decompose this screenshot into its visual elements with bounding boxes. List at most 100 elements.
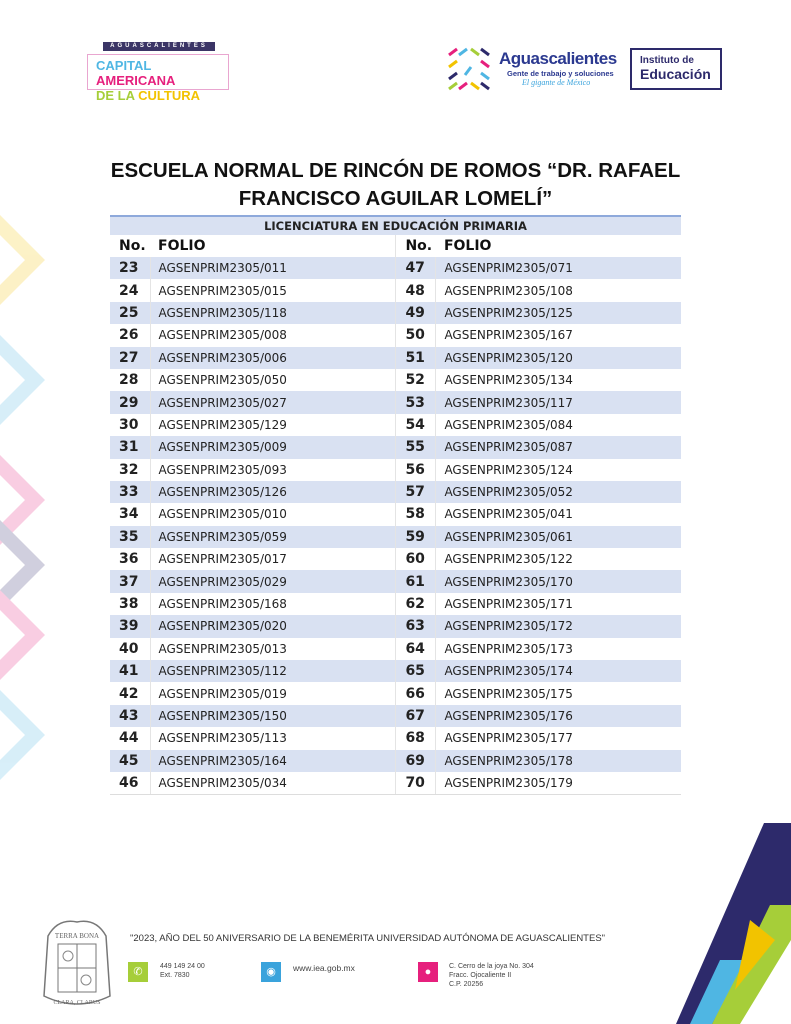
table-row: 26 AGSENPRIM2305/008 50 AGSENPRIM2305/167: [110, 324, 681, 347]
row-number: 51: [395, 346, 436, 369]
table-row: 32 AGSENPRIM2305/093 56 AGSENPRIM2305/124: [110, 458, 681, 481]
row-folio: AGSENPRIM2305/174: [435, 660, 681, 683]
row-folio: AGSENPRIM2305/168: [149, 592, 396, 616]
row-folio: AGSENPRIM2305/170: [435, 570, 681, 593]
row-folio: AGSENPRIM2305/008: [149, 324, 396, 347]
row-number: 31: [110, 436, 150, 459]
row-folio: AGSENPRIM2305/061: [435, 525, 681, 549]
row-number: 58: [395, 503, 436, 526]
row-number: 38: [119, 596, 139, 613]
row-number: 53: [395, 391, 436, 414]
row-number: 25: [110, 301, 150, 325]
table-banner: LICENCIATURA EN EDUCACIÓN PRIMARIA: [110, 215, 681, 235]
row-number: 35: [110, 525, 150, 549]
row-number: 65: [395, 660, 436, 683]
row-folio: AGSENPRIM2305/009: [149, 436, 396, 459]
aguascalientes-government-logo: Aguascalientes Gente de trabajo y soluci…: [447, 47, 623, 95]
a-logo-graphic: [676, 823, 791, 1024]
row-folio: AGSENPRIM2305/122: [435, 548, 681, 571]
row-number: 64: [395, 637, 436, 661]
row-folio: AGSENPRIM2305/052: [435, 480, 681, 504]
svg-text:CLARA, CLARUS: CLARA, CLARUS: [53, 1000, 100, 1006]
table-row: 30 AGSENPRIM2305/129 54 AGSENPRIM2305/084: [110, 413, 681, 437]
row-folio: AGSENPRIM2305/117: [435, 391, 681, 414]
row-folio: AGSENPRIM2305/120: [435, 346, 681, 369]
row-folio: AGSENPRIM2305/059: [149, 525, 396, 549]
row-number: 36: [119, 551, 139, 568]
table-row: 42 AGSENPRIM2305/019 66 AGSENPRIM2305/175: [110, 682, 681, 705]
table-row: 46 AGSENPRIM2305/034 70 AGSENPRIM2305/179: [110, 771, 681, 796]
row-folio: AGSENPRIM2305/084: [435, 413, 681, 437]
footer-address: C. Cerro de la joya No. 304 Fracc. Ojoca…: [449, 963, 534, 988]
row-number: 42: [119, 685, 139, 702]
row-folio: AGSENPRIM2305/150: [149, 704, 396, 728]
table-row: 34 AGSENPRIM2305/010 58 AGSENPRIM2305/041: [110, 503, 681, 526]
header-no-right: No.: [395, 235, 436, 257]
table-row: 43 AGSENPRIM2305/150 67 AGSENPRIM2305/176: [110, 704, 681, 728]
row-folio: AGSENPRIM2305/015: [149, 279, 396, 302]
header-folio: FOLIO: [158, 238, 206, 254]
folio-table: LICENCIATURA EN EDUCACIÓN PRIMARIA No. F…: [110, 215, 681, 796]
table-row: 35 AGSENPRIM2305/059 59 AGSENPRIM2305/061: [110, 525, 681, 549]
row-folio: AGSENPRIM2305/167: [435, 324, 681, 347]
row-number: 41: [110, 660, 150, 683]
row-folio: AGSENPRIM2305/179: [435, 771, 681, 796]
table-row: 24 AGSENPRIM2305/015 48 AGSENPRIM2305/108: [110, 279, 681, 302]
row-number: 63: [395, 615, 436, 638]
footer-website[interactable]: www.iea.gob.mx: [293, 963, 355, 973]
table-row: 45 AGSENPRIM2305/164 69 AGSENPRIM2305/178: [110, 749, 681, 772]
row-number: 39: [110, 615, 150, 638]
row-folio: AGSENPRIM2305/108: [435, 279, 681, 302]
table-row: 23 AGSENPRIM2305/011 47 AGSENPRIM2305/071: [110, 257, 681, 280]
row-number: 26: [119, 327, 139, 344]
row-number: 30: [119, 416, 139, 433]
row-folio: AGSENPRIM2305/112: [149, 660, 396, 683]
header-no: No.: [119, 238, 146, 254]
row-number: 34: [119, 506, 139, 523]
table-row: 41 AGSENPRIM2305/112 65 AGSENPRIM2305/174: [110, 660, 681, 683]
row-folio: AGSENPRIM2305/071: [435, 257, 681, 280]
table-row: 25 AGSENPRIM2305/118 49 AGSENPRIM2305/125: [110, 301, 681, 325]
row-folio: AGSENPRIM2305/134: [435, 368, 681, 392]
row-number: 49: [395, 301, 436, 325]
row-number: 70: [395, 771, 436, 796]
aguascalientes-a-icon: [448, 47, 490, 91]
row-number: 29: [110, 391, 150, 414]
row-folio: AGSENPRIM2305/118: [149, 301, 396, 325]
header-folio-right: FOLIO: [443, 238, 492, 254]
row-number: 55: [395, 436, 436, 459]
row-folio: AGSENPRIM2305/124: [435, 458, 681, 481]
row-folio: AGSENPRIM2305/125: [435, 301, 681, 325]
table-row: 39 AGSENPRIM2305/020 63 AGSENPRIM2305/172: [110, 615, 681, 638]
svg-text:TERRA BONA: TERRA BONA: [55, 932, 99, 940]
instituto-de-educacion-logo: Instituto de Educación: [630, 48, 722, 90]
row-folio: AGSENPRIM2305/013: [149, 637, 396, 661]
row-folio: AGSENPRIM2305/029: [149, 570, 396, 593]
row-folio: AGSENPRIM2305/087: [435, 436, 681, 459]
row-number: 60: [395, 548, 436, 571]
row-number: 45: [110, 749, 150, 772]
table-row: 37 AGSENPRIM2305/029 61 AGSENPRIM2305/170: [110, 570, 681, 593]
row-folio: AGSENPRIM2305/041: [435, 503, 681, 526]
table-row: 44 AGSENPRIM2305/113 68 AGSENPRIM2305/177: [110, 727, 681, 750]
row-number: 57: [395, 480, 436, 504]
row-folio: AGSENPRIM2305/177: [435, 727, 681, 750]
row-folio: AGSENPRIM2305/011: [149, 257, 396, 280]
row-folio: AGSENPRIM2305/010: [149, 503, 396, 526]
row-number: 46: [110, 771, 150, 796]
row-folio: AGSENPRIM2305/164: [149, 749, 396, 772]
row-folio: AGSENPRIM2305/173: [435, 637, 681, 661]
row-folio: AGSENPRIM2305/178: [435, 749, 681, 772]
table-row: 36 AGSENPRIM2305/017 60 AGSENPRIM2305/122: [110, 548, 681, 571]
row-number: 54: [395, 413, 436, 437]
row-folio: AGSENPRIM2305/019: [149, 682, 396, 705]
row-number: 59: [395, 525, 436, 549]
row-number: 48: [395, 279, 436, 302]
uaa-seal-emblem: TERRA BONA CLARA, CLARUS: [43, 920, 111, 1006]
globe-icon: ◉: [261, 962, 281, 982]
row-folio: AGSENPRIM2305/176: [435, 704, 681, 728]
row-folio: AGSENPRIM2305/027: [149, 391, 396, 414]
row-number: 28: [119, 372, 139, 389]
page-title: ESCUELA NORMAL DE RINCÓN DE ROMOS “DR. R…: [110, 159, 681, 210]
row-number: 50: [395, 324, 436, 347]
